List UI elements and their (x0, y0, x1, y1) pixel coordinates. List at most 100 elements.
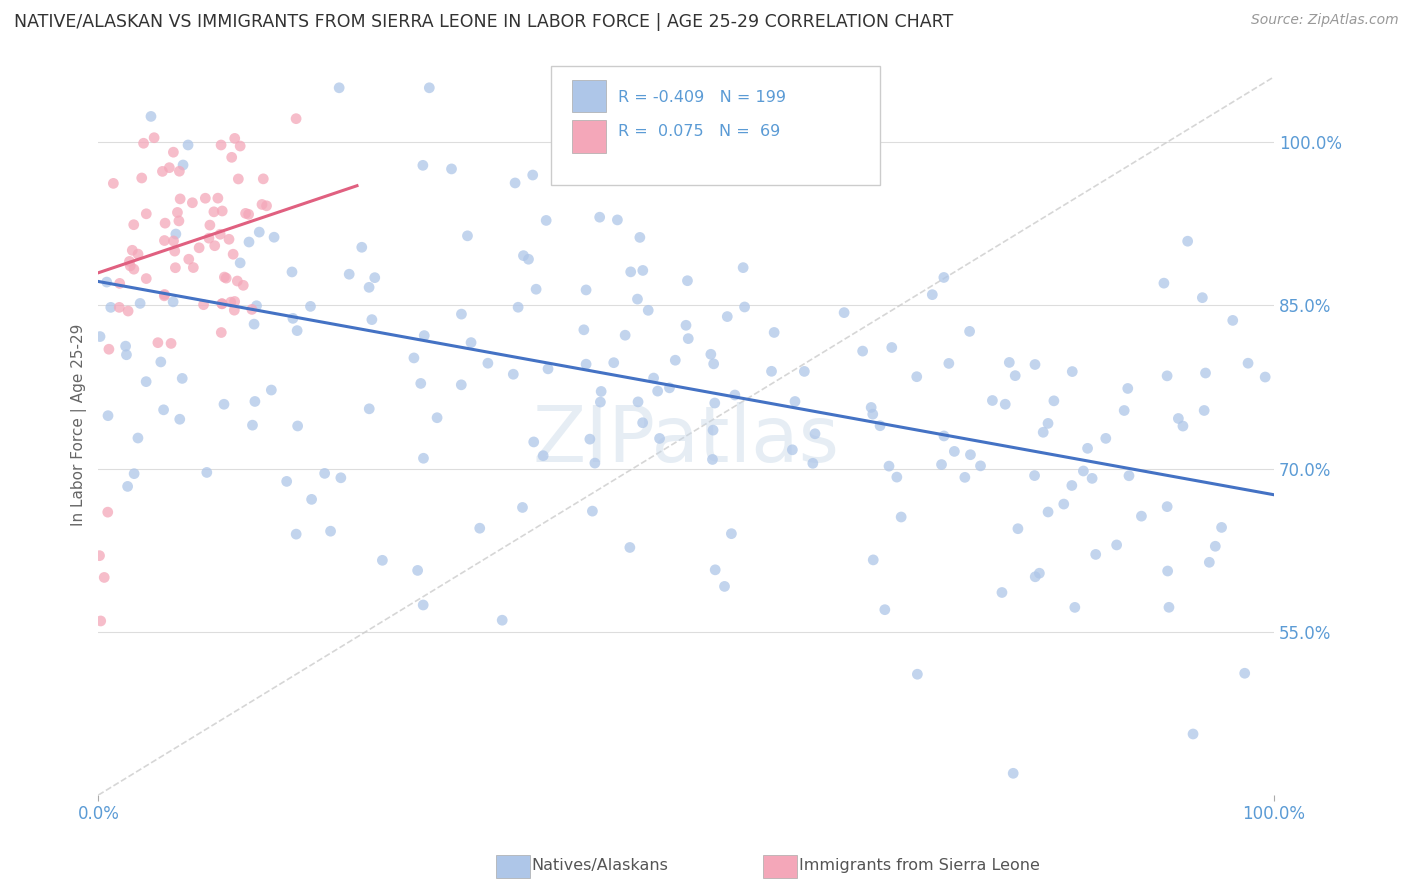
Point (1043, 393, 1066, 408)
Point (503, 176, 526, 190)
Point (619, 541, 641, 555)
Point (626, 292, 648, 306)
Point (153, 287, 176, 301)
Point (675, 318, 697, 333)
Point (1032, 425, 1054, 440)
Point (998, 355, 1021, 369)
FancyBboxPatch shape (572, 79, 606, 112)
Point (1171, 419, 1194, 434)
Point (512, 249, 534, 263)
Point (1177, 234, 1199, 248)
Point (238, 207, 260, 221)
Point (204, 238, 226, 252)
Point (1024, 570, 1046, 584)
Point (579, 432, 602, 446)
Point (1024, 358, 1046, 372)
Point (959, 324, 981, 338)
Point (224, 294, 246, 309)
Point (702, 423, 724, 437)
Point (167, 214, 190, 228)
Point (886, 470, 908, 484)
Point (188, 241, 211, 255)
Point (224, 303, 246, 318)
Point (1153, 276, 1175, 290)
Point (1167, 411, 1189, 425)
Point (575, 357, 598, 371)
Point (852, 344, 875, 359)
Point (165, 260, 187, 275)
Point (1156, 368, 1178, 383)
Point (702, 452, 724, 467)
Point (211, 297, 233, 311)
Point (761, 364, 783, 378)
Point (522, 168, 544, 182)
Point (89, 329, 111, 343)
Point (575, 283, 598, 297)
Point (862, 407, 884, 421)
Point (364, 270, 387, 285)
Point (198, 218, 221, 232)
Point (402, 351, 425, 365)
Point (169, 412, 191, 426)
Point (606, 213, 628, 227)
Point (121, 244, 143, 258)
Point (862, 553, 884, 567)
Text: Immigrants from Sierra Leone: Immigrants from Sierra Leone (799, 858, 1039, 873)
Point (1077, 442, 1099, 456)
Point (209, 227, 232, 242)
Point (1073, 464, 1095, 478)
Text: Natives/Alaskans: Natives/Alaskans (531, 858, 668, 873)
Point (502, 368, 524, 382)
Point (932, 429, 955, 443)
Point (460, 335, 482, 350)
Point (1004, 368, 1026, 383)
Point (97, 505, 120, 519)
Point (969, 458, 991, 473)
Point (127, 247, 149, 261)
Point (214, 270, 236, 285)
Point (1254, 370, 1277, 384)
Point (245, 299, 267, 313)
Point (160, 336, 183, 351)
Point (880, 341, 903, 355)
Point (350, 240, 373, 254)
Point (1198, 555, 1220, 569)
Point (235, 206, 257, 220)
Point (589, 395, 612, 409)
Point (152, 164, 174, 178)
Point (285, 112, 308, 126)
Point (1182, 727, 1205, 741)
Point (409, 376, 432, 391)
Point (1063, 600, 1085, 615)
Point (108, 277, 131, 291)
Point (450, 307, 472, 321)
Point (149, 355, 172, 369)
Point (97, 409, 120, 423)
Point (238, 235, 260, 249)
Point (122, 467, 145, 481)
Point (724, 388, 747, 402)
Point (183, 260, 205, 275)
Point (801, 456, 824, 470)
Point (122, 262, 145, 277)
Point (221, 150, 243, 164)
Point (1094, 431, 1116, 445)
Point (89, 549, 111, 563)
Point (299, 299, 322, 313)
Point (860, 401, 883, 415)
Point (90, 614, 112, 628)
Text: R = -0.409   N = 199: R = -0.409 N = 199 (619, 90, 786, 105)
Point (905, 667, 928, 681)
Point (1081, 471, 1104, 485)
Point (285, 324, 308, 338)
Text: Source: ZipAtlas.com: Source: ZipAtlas.com (1251, 13, 1399, 28)
Point (450, 377, 472, 392)
Point (1060, 478, 1083, 492)
Point (1007, 522, 1029, 536)
Point (617, 156, 640, 170)
Point (589, 210, 612, 224)
Point (720, 526, 742, 541)
Point (181, 195, 204, 210)
Point (678, 332, 700, 346)
Point (209, 138, 232, 153)
